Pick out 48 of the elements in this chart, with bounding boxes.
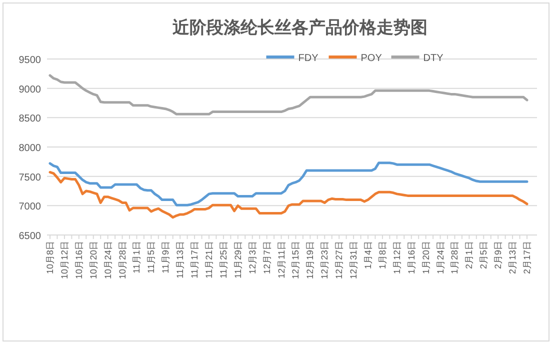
- x-tick-label: 11月21日: [204, 241, 214, 278]
- x-tick-label: 11月9日: [160, 241, 171, 274]
- x-tick-label: 1月24日: [435, 241, 446, 274]
- x-tick-label: 10月12日: [59, 241, 70, 280]
- y-tick-label: 9500: [18, 55, 42, 66]
- x-tick-label: 1月28日: [450, 241, 460, 274]
- x-tick-label: 11月13日: [175, 241, 186, 278]
- x-tick-label: 10月24日: [102, 241, 113, 280]
- x-tick-label: 12月27日: [334, 241, 344, 280]
- x-tick-label: 11月17日: [190, 241, 200, 278]
- x-tick-label: 12月19日: [305, 241, 316, 280]
- x-tick-label: 1月4日: [363, 241, 373, 270]
- x-tick-label: 11月5日: [146, 241, 156, 274]
- x-tick-label: 12月7日: [262, 241, 272, 274]
- x-tick-label: 12月11日: [276, 241, 286, 278]
- x-tick-label: 2月9日: [493, 241, 504, 270]
- y-tick-label: 9000: [18, 84, 42, 96]
- x-tick-label: 1月8日: [377, 241, 388, 270]
- x-tick-label: 12月31日: [348, 241, 359, 280]
- x-tick-label: 10月8日: [45, 241, 55, 274]
- x-tick-label: 12月3日: [247, 241, 258, 274]
- x-tick-label: 10月20日: [88, 241, 98, 280]
- x-tick-label: 10月16日: [74, 241, 84, 280]
- x-tick-label: 11月25日: [218, 241, 228, 278]
- x-tick-label: 1月20日: [420, 241, 431, 274]
- line-series: [48, 162, 528, 206]
- y-tick-label: 7000: [18, 202, 42, 213]
- x-tick-label: 12月23日: [320, 241, 330, 280]
- line-series: [48, 170, 528, 219]
- x-tick-label: 12月15日: [290, 241, 301, 280]
- x-tick-label: 11月1日: [132, 241, 142, 274]
- x-tick-label: 10月28日: [117, 241, 128, 280]
- x-tick-label: 1月12日: [392, 241, 402, 274]
- line-series: [48, 74, 528, 116]
- legend-label: POY: [360, 53, 382, 64]
- y-tick-label: 8500: [18, 114, 42, 125]
- x-tick-label: 2月5日: [478, 241, 489, 270]
- x-tick-label: 1月16日: [406, 241, 416, 274]
- x-tick-label: 11月29日: [232, 241, 243, 278]
- x-tick-label: 2月1日: [464, 241, 474, 270]
- y-tick-label: 6500: [18, 231, 42, 242]
- legend-label: FDY: [298, 53, 319, 64]
- x-tick-label: 2月13日: [508, 241, 518, 274]
- x-tick-label: 2月17日: [522, 241, 532, 274]
- y-tick-label: 7500: [18, 172, 42, 184]
- legend-label: DTY: [423, 53, 444, 64]
- chart-title: 近阶段涤纶长丝各产品价格走势图: [172, 18, 428, 37]
- y-tick-label: 8000: [18, 143, 42, 154]
